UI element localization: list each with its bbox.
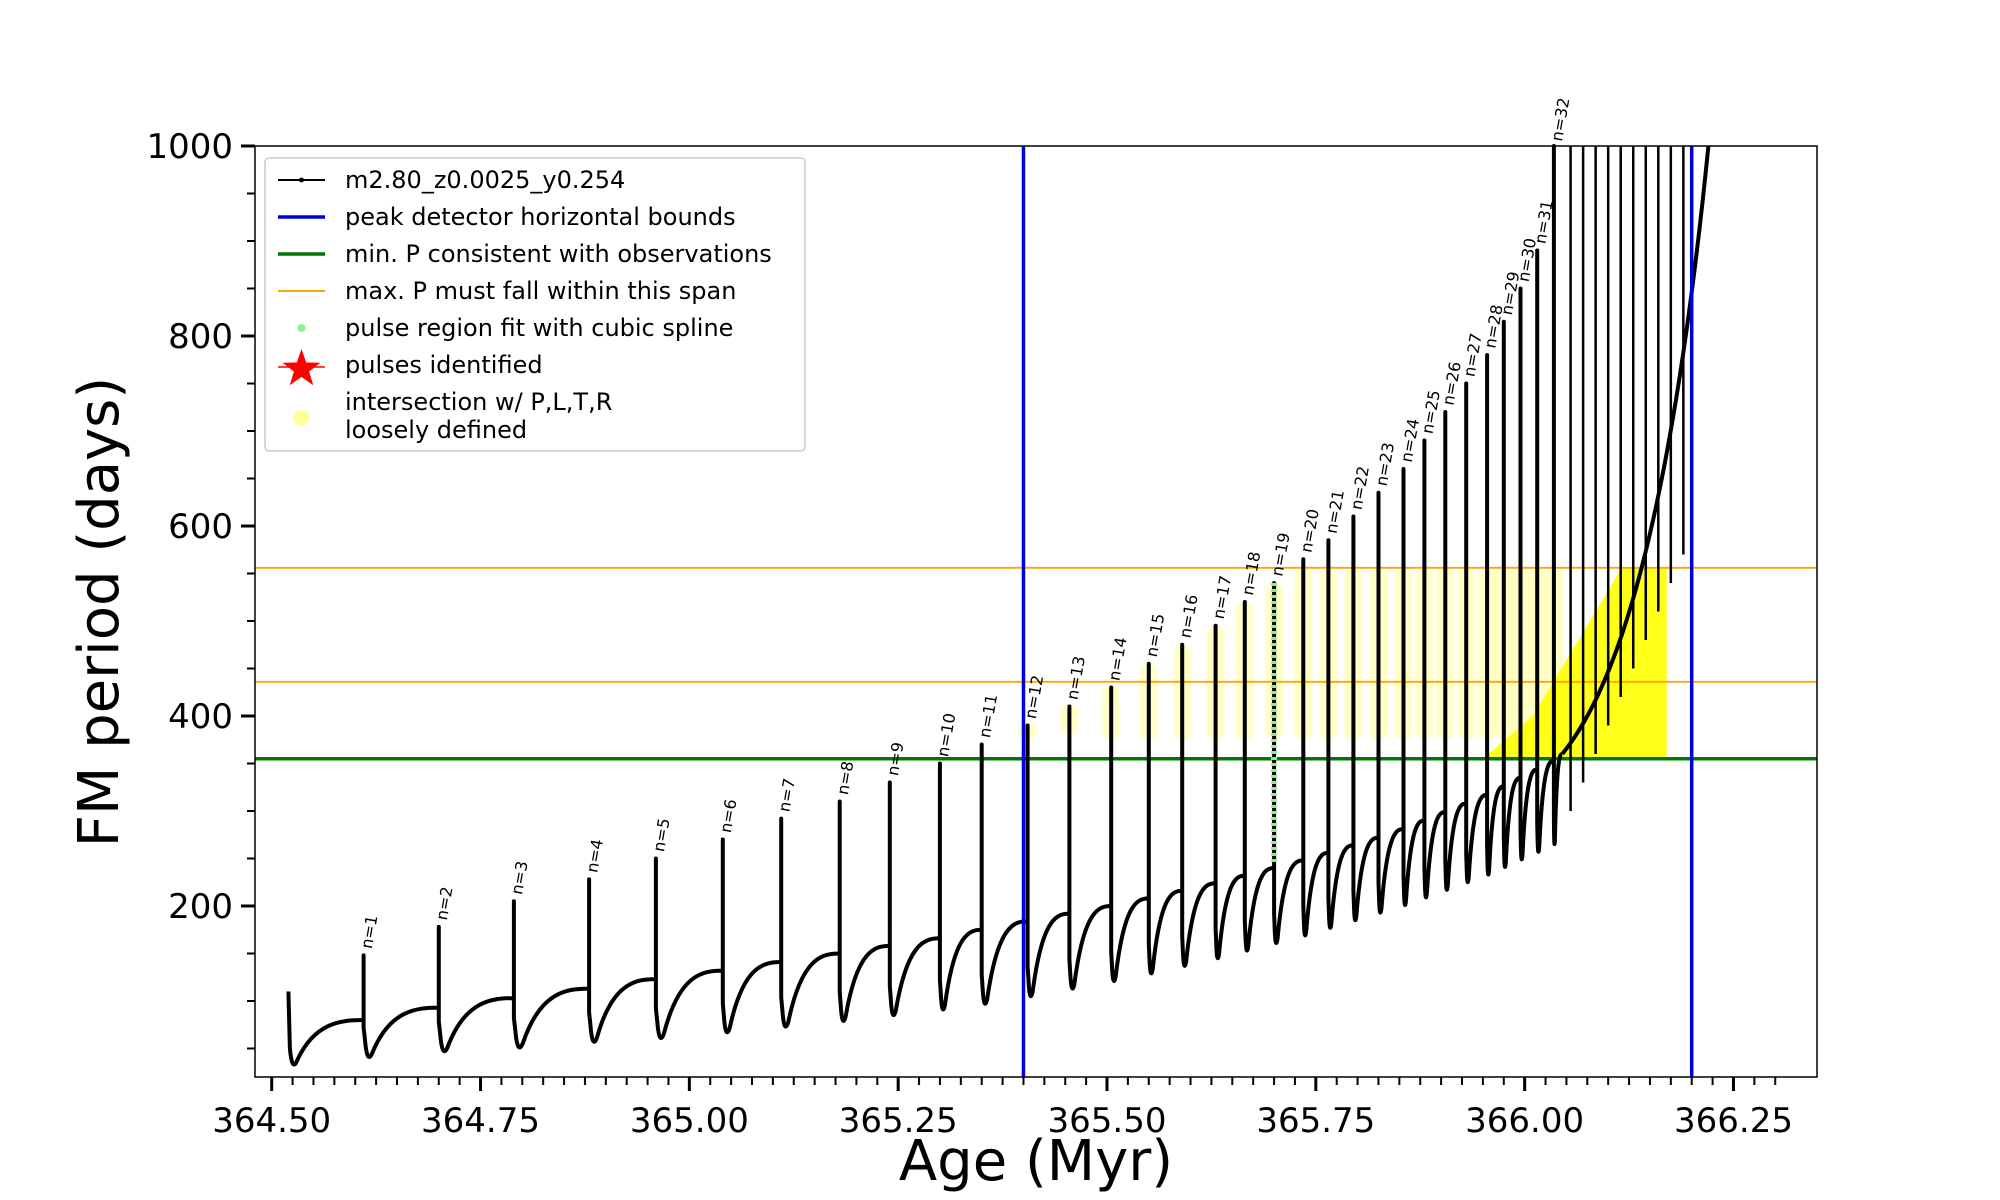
x-axis-title: Age (Myr) [899,1129,1173,1194]
series-layer [286,144,1711,1067]
series-tail-curve [1560,145,1711,756]
x-tick-label: 366.25 [1674,1101,1793,1141]
legend-label: peak detector horizontal bounds [345,203,736,231]
y-tick-label: 600 [168,507,233,547]
y-tick-label: 1000 [146,127,233,167]
x-tick-label: 364.75 [421,1101,540,1141]
star-icon [282,349,321,386]
y-tick-label: 800 [168,317,233,357]
legend-label: max. P must fall within this span [345,277,736,305]
legend-label: m2.80_z0.0025_y0.254 [345,166,625,194]
axes-layer: 364.50 364.75 365.00 365.25 365.50 365.75 366.… [146,127,1792,1141]
horizontal-lines-layer [255,566,1817,761]
x-tick-label: 365.25 [839,1101,958,1141]
x-tick-label: 364.50 [212,1101,331,1141]
x-tick-label: 366.00 [1465,1101,1584,1141]
legend-label: pulse region fit with cubic spline [345,314,733,342]
legend-swatch-green-dot [297,324,306,332]
legend-swatch-yellow-dot [293,410,310,426]
legend-swatch-dot [299,177,304,183]
plot-frame [254,145,1818,1078]
series-line [286,144,1563,1067]
legend-box [264,157,806,452]
legend-label: pulses identified [345,351,543,379]
x-tick-label: 365.75 [1256,1101,1375,1141]
x-tick-label: 365.50 [1048,1101,1167,1141]
vertical-lines-layer [1021,146,1694,1077]
y-tick-label: 400 [168,697,233,737]
x-tick-label: 365.00 [630,1101,749,1141]
legend-label: loosely defined [345,416,527,444]
y-tick-label: 200 [168,887,233,927]
legend-label: min. P consistent with observations [345,240,772,268]
y-axis-title: FM period (days) [67,377,132,847]
legend-label: intersection w/ P,L,T,R [345,388,612,416]
